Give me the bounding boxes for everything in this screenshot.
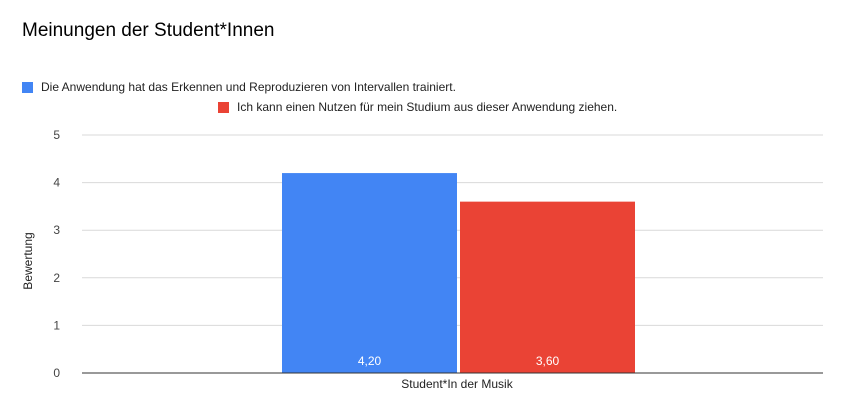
y-tick-label: 3 [53, 223, 60, 237]
x-tick-label: Student*In der Musik [401, 377, 513, 391]
y-tick-label: 1 [53, 318, 60, 332]
chart-title: Meinungen der Student*Innen [22, 20, 275, 41]
data-label-series-1: 4,20 [358, 354, 382, 368]
y-tick-label: 5 [53, 128, 60, 142]
legend-label-series-2: Ich kann einen Nutzen für mein Studium a… [237, 100, 618, 114]
bar-series-1[interactable] [282, 173, 457, 373]
bars: 4,20 3,60 [282, 173, 635, 373]
legend-swatch-series-2 [218, 101, 229, 113]
bar-series-2[interactable] [460, 201, 635, 373]
legend-item-series-1[interactable]: Die Anwendung hat das Erkennen und Repro… [22, 80, 456, 94]
y-axis-label: Bewertung [21, 232, 35, 289]
y-tick-label: 2 [53, 271, 60, 285]
y-tick-label: 0 [53, 366, 60, 380]
data-label-series-2: 3,60 [536, 354, 560, 368]
y-tick-label: 4 [53, 176, 60, 190]
y-tick-labels: 0 1 2 3 4 5 [53, 128, 60, 380]
legend-item-series-2[interactable]: Ich kann einen Nutzen für mein Studium a… [218, 100, 617, 114]
legend-swatch-series-1 [22, 81, 33, 93]
legend-label-series-1: Die Anwendung hat das Erkennen und Repro… [41, 80, 456, 94]
